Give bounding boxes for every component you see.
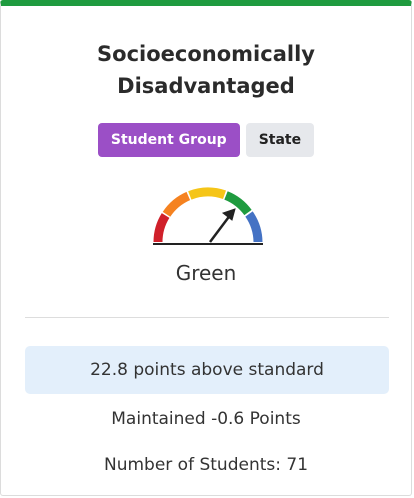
gauge-icon	[153, 187, 263, 245]
gauge-segment	[188, 187, 226, 200]
gauge-segment	[245, 211, 263, 243]
gauge-arrowhead	[221, 208, 236, 221]
change-text: Maintained -0.6 Points	[111, 409, 301, 429]
badge[interactable]: State	[245, 123, 315, 157]
status-box: 22.8 points above standard	[25, 346, 389, 394]
gauge-needle	[209, 213, 232, 243]
badges: Student Group State	[1, 123, 411, 157]
gauge-segment	[162, 191, 191, 217]
students-text: Number of Students: 71	[103, 455, 309, 475]
gauge-label: Green	[175, 261, 237, 285]
badge[interactable]: Student Group	[97, 123, 240, 157]
gauge-segment	[224, 191, 252, 216]
gauge-segment	[153, 213, 170, 243]
divider	[25, 317, 389, 318]
card-title: Socioeconomically Disadvantaged	[97, 42, 315, 98]
